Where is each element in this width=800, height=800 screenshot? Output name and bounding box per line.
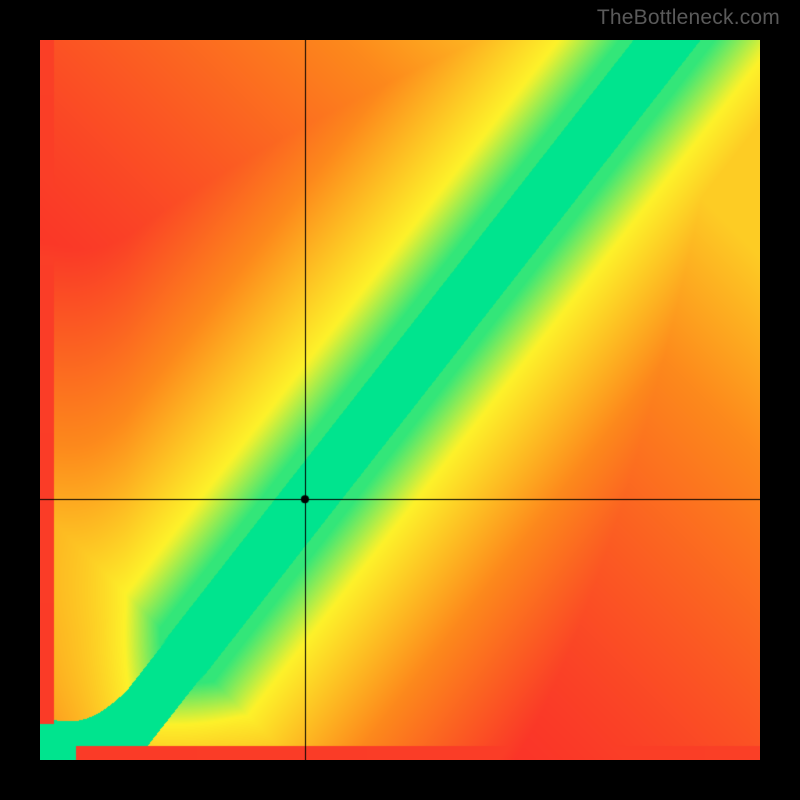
- plot-area: [40, 40, 760, 760]
- chart-container: TheBottleneck.com: [0, 0, 800, 800]
- bottleneck-heatmap: [40, 40, 760, 760]
- watermark-text: TheBottleneck.com: [597, 6, 780, 30]
